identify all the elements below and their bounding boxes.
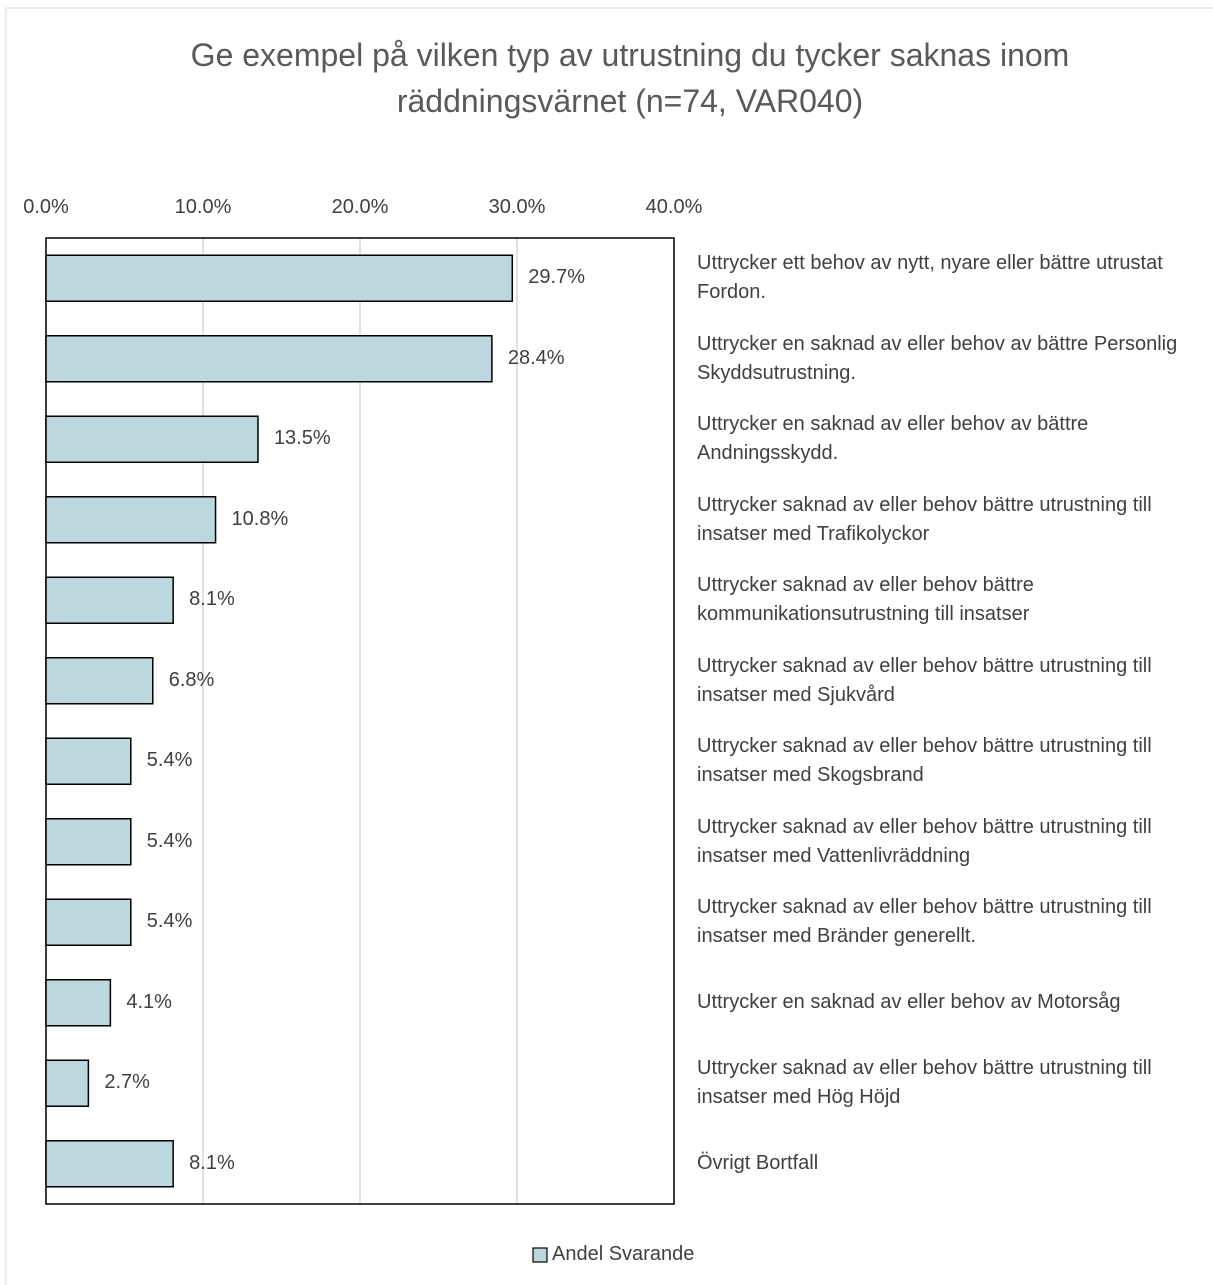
legend-swatch xyxy=(532,1247,548,1263)
category-label: Uttrycker saknad av eller behov bättre u… xyxy=(697,735,1152,787)
x-tick-label: 30.0% xyxy=(488,196,546,218)
x-tick-label: 10.0% xyxy=(174,196,232,218)
value-label: 6.8% xyxy=(168,668,215,691)
plot-frame xyxy=(45,237,675,1205)
legend-label: Andel Svarande xyxy=(552,1243,695,1265)
value-label: 2.7% xyxy=(104,1071,150,1094)
category-label: Uttrycker saknad av eller behov bättre u… xyxy=(697,815,1152,867)
value-label: 5.4% xyxy=(146,749,193,772)
category-label: Uttrycker saknad av eller behov bättre k… xyxy=(697,574,1034,626)
value-label: 5.4% xyxy=(146,910,193,933)
bar xyxy=(45,415,259,463)
category-label: Uttrycker en saknad av eller behov av bä… xyxy=(697,413,1089,465)
category-label: Uttrycker saknad av eller behov bättre u… xyxy=(697,896,1152,948)
category-label: Uttrycker saknad av eller behov bättre u… xyxy=(697,654,1152,706)
category-label: Uttrycker saknad av eller behov bättre u… xyxy=(697,1057,1152,1109)
value-label: 5.4% xyxy=(146,829,193,852)
bar xyxy=(45,254,514,302)
value-label: 10.8% xyxy=(231,507,289,530)
category-label: Uttrycker saknad av eller behov bättre u… xyxy=(697,493,1152,545)
value-label: 8.1% xyxy=(189,1151,235,1174)
category-label: Övrigt Bortfall xyxy=(697,1152,819,1175)
value-label: 13.5% xyxy=(273,427,331,450)
chart-border xyxy=(5,7,1213,1285)
bar xyxy=(45,1140,174,1188)
bar xyxy=(45,496,217,544)
bar xyxy=(45,657,154,705)
value-label: 29.7% xyxy=(528,266,585,289)
category-label: Uttrycker en saknad av eller behov av Mo… xyxy=(697,991,1121,1014)
bar xyxy=(45,979,112,1027)
value-label: 4.1% xyxy=(126,990,172,1013)
category-label: Uttrycker en saknad av eller behov av bä… xyxy=(697,332,1178,384)
bar xyxy=(45,1059,90,1107)
bar xyxy=(45,335,493,383)
chart-title: Ge exempel på vilken typ av utrustning d… xyxy=(190,37,1070,119)
x-tick-label: 20.0% xyxy=(331,196,389,218)
bar xyxy=(45,898,132,946)
bar xyxy=(45,576,174,624)
value-label: 8.1% xyxy=(189,588,235,611)
category-label: Uttrycker ett behov av nytt, nyare eller… xyxy=(697,252,1163,304)
x-tick-label: 0.0% xyxy=(23,196,69,218)
bar xyxy=(45,737,132,785)
value-label: 28.4% xyxy=(507,346,565,369)
x-tick-label: 40.0% xyxy=(645,196,703,218)
bar xyxy=(45,818,132,866)
